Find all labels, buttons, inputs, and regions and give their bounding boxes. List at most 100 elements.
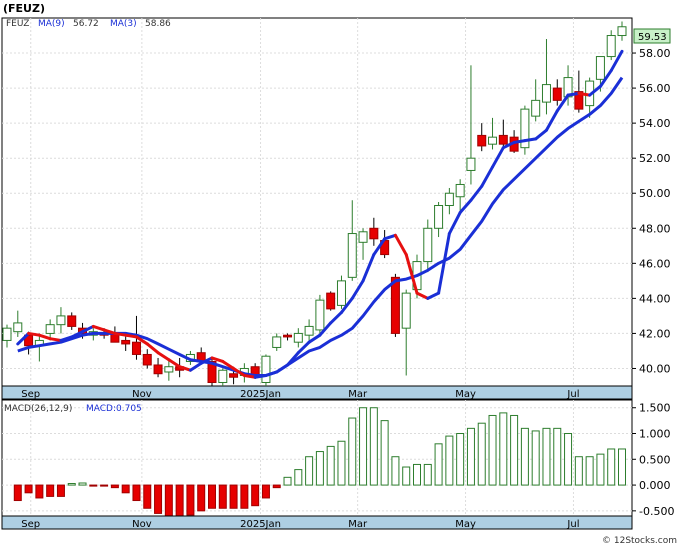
ma3-segment bbox=[577, 91, 592, 97]
price-y-axis: 40.00 42.00 44.00 46.00 48.00 50.00 52.00 54.00… bbox=[632, 47, 671, 375]
candle bbox=[272, 333, 282, 351]
candle bbox=[552, 79, 562, 106]
macd-bar-positive bbox=[466, 427, 475, 486]
candle bbox=[423, 219, 433, 273]
candle-body-up bbox=[358, 231, 368, 243]
candle-body-down bbox=[326, 292, 336, 310]
price-x-tick-label: Jul bbox=[566, 389, 579, 400]
ma3-segment bbox=[329, 310, 343, 325]
candle bbox=[304, 319, 314, 341]
candle bbox=[488, 117, 498, 150]
macd-y-tick-label: 0.000 bbox=[639, 479, 671, 492]
ma3-segment bbox=[383, 233, 397, 241]
candle bbox=[142, 349, 152, 369]
ma3-segment bbox=[156, 351, 171, 362]
ma3-segment bbox=[512, 139, 527, 144]
macd-bar-positive bbox=[294, 469, 303, 486]
candle-body-down bbox=[477, 134, 487, 147]
macd-bar-positive bbox=[283, 476, 292, 486]
candle-body-up bbox=[2, 327, 12, 341]
ma3-segment bbox=[555, 93, 570, 113]
candle-body-up bbox=[455, 183, 465, 198]
candle bbox=[336, 275, 346, 309]
ma3-segment bbox=[609, 49, 624, 73]
macd-x-tick-label: May bbox=[455, 519, 476, 530]
macd-bar-negative bbox=[261, 484, 270, 499]
macd-y-tick-label: -0.500 bbox=[639, 505, 674, 518]
ma3-segment bbox=[361, 253, 376, 283]
ma3-segment bbox=[16, 331, 31, 346]
macd-x-tick-label: Jul bbox=[566, 519, 579, 530]
candle bbox=[13, 310, 23, 337]
macd-x-tick-label: Sep bbox=[21, 519, 40, 530]
candle bbox=[67, 312, 77, 330]
candle-body-up bbox=[531, 99, 541, 117]
candle bbox=[617, 21, 627, 41]
macd-bar-positive bbox=[315, 451, 324, 486]
ma3-segment bbox=[253, 373, 268, 379]
price-y-tick-label: 44.00 bbox=[639, 292, 671, 305]
macd-bar-positive bbox=[488, 414, 497, 486]
candle bbox=[56, 307, 66, 334]
ma3-segment bbox=[296, 340, 311, 355]
price-y-tick-label: 42.00 bbox=[639, 327, 671, 340]
macd-bar-positive bbox=[380, 420, 389, 486]
ma3-segment bbox=[469, 184, 484, 202]
macd-bar-negative bbox=[229, 484, 238, 509]
last-price-value: 59.53 bbox=[638, 32, 667, 43]
macd-bar-negative bbox=[143, 484, 152, 509]
macd-bar-negative bbox=[46, 484, 55, 497]
candle-body-down bbox=[121, 339, 131, 345]
price-x-tick-label: Nov bbox=[132, 389, 152, 400]
macd-bar-negative bbox=[218, 484, 227, 509]
price-y-tick-label: 46.00 bbox=[639, 257, 671, 270]
macd-x-axis: Sep Nov 2025Jan Mar May Jul bbox=[21, 519, 579, 530]
macd-bar-positive bbox=[402, 466, 411, 486]
candle-body-up bbox=[488, 136, 498, 145]
ma3-segment bbox=[70, 330, 85, 339]
price-x-tick-label: Mar bbox=[348, 389, 368, 400]
ma3-segment bbox=[232, 366, 246, 377]
macd-bar-positive bbox=[456, 433, 465, 486]
candle-body-up bbox=[434, 205, 444, 229]
legend-ma3-value: 58.86 bbox=[145, 19, 171, 29]
macd-bar-negative bbox=[24, 484, 33, 494]
macd-histogram bbox=[13, 407, 626, 520]
ma3-segment bbox=[102, 328, 117, 335]
macd-bar-positive bbox=[542, 427, 551, 486]
candle-body-up bbox=[444, 192, 454, 207]
candle-body-up bbox=[272, 336, 282, 348]
candle bbox=[283, 333, 293, 341]
candlesticks bbox=[2, 21, 627, 386]
macd-bar-positive bbox=[585, 456, 594, 486]
candle-body-up bbox=[56, 315, 66, 326]
ma3-segment bbox=[447, 211, 462, 236]
candle bbox=[520, 105, 530, 155]
macd-bar-positive bbox=[67, 483, 76, 486]
macd-bar-positive bbox=[445, 435, 454, 486]
candle-body-up bbox=[304, 325, 314, 336]
ma3-segment bbox=[426, 291, 441, 300]
candle bbox=[293, 328, 303, 348]
candle-body-up bbox=[595, 56, 605, 80]
candle-body-up bbox=[423, 227, 433, 263]
ma3-segment bbox=[48, 337, 63, 342]
candle-body-up bbox=[347, 233, 357, 278]
legend-symbol: FEUZ bbox=[6, 19, 29, 29]
ma3-segment bbox=[339, 296, 354, 314]
price-y-tick-label: 58.00 bbox=[639, 47, 671, 60]
macd-bar-positive bbox=[78, 482, 87, 486]
candle bbox=[444, 187, 454, 215]
candle-body-up bbox=[45, 324, 55, 334]
ma3-segment bbox=[59, 335, 74, 342]
macd-bar-negative bbox=[164, 484, 173, 520]
macd-x-tick-label: 2025Jan bbox=[240, 519, 281, 530]
candle-body-up bbox=[336, 280, 346, 306]
macd-y-tick-label: 1.500 bbox=[639, 402, 671, 415]
ma3-segment bbox=[458, 198, 473, 215]
macd-bar-positive bbox=[391, 456, 400, 486]
candle bbox=[455, 179, 465, 211]
macd-legend-label: MACD(26,12,9) bbox=[4, 404, 72, 414]
last-price-box bbox=[633, 28, 671, 44]
